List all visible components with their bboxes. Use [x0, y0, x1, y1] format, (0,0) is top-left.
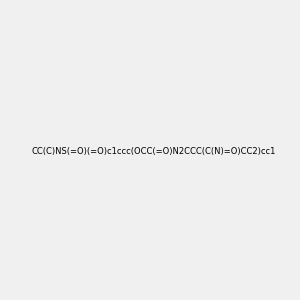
Text: CC(C)NS(=O)(=O)c1ccc(OCC(=O)N2CCC(C(N)=O)CC2)cc1: CC(C)NS(=O)(=O)c1ccc(OCC(=O)N2CCC(C(N)=O…	[32, 147, 276, 156]
